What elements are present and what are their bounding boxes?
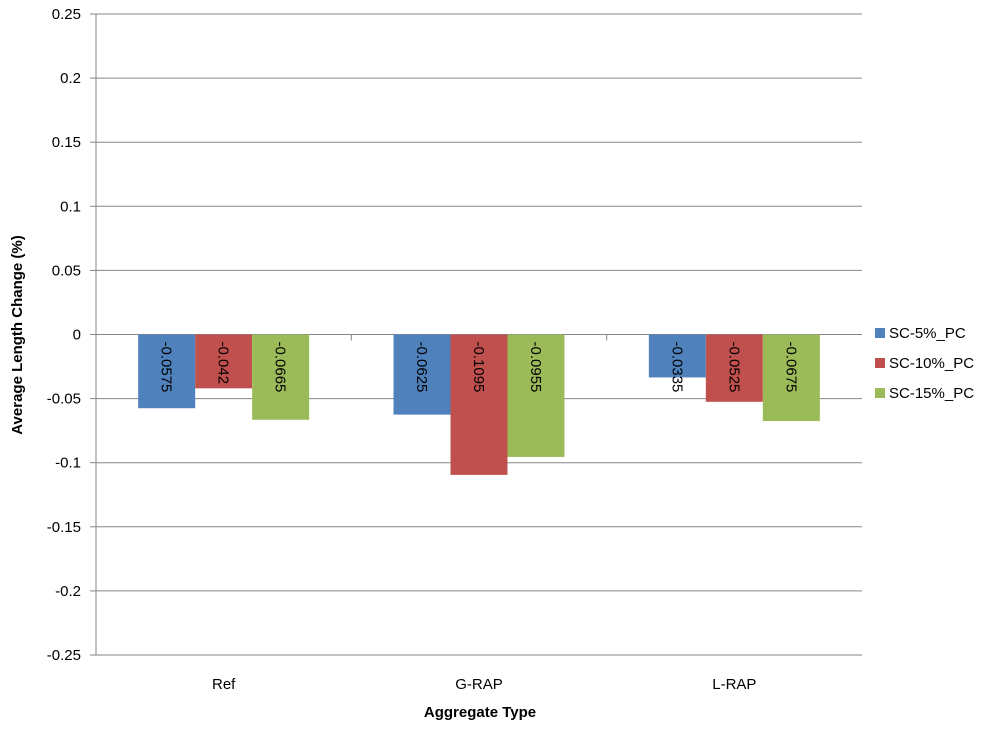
x-tick-label: L-RAP (712, 676, 756, 693)
bar (705, 334, 763, 402)
legend: SC-5%_PC SC-10%_PC SC-15%_PC (875, 325, 974, 402)
bar (252, 334, 310, 420)
data-label: -0.0575 (158, 342, 175, 393)
x-tick-label: Ref (212, 676, 236, 693)
legend-swatch (875, 358, 885, 368)
y-tick-label: -0.1 (55, 455, 81, 472)
data-label: -0.042 (215, 342, 232, 385)
bar (138, 334, 196, 409)
data-label: -0.0625 (413, 342, 430, 393)
y-tick-label: 0.2 (60, 70, 81, 87)
y-axis-title: Average Length Change (%) (9, 235, 26, 434)
bar (195, 334, 253, 389)
y-tick-labels: 0.25 0.2 0.15 0.1 0.05 0 -0.05 -0.1 -0.15 -0.2 -0.… (47, 6, 81, 664)
y-tick-label: -0.2 (55, 583, 81, 600)
y-tick-label: 0.15 (52, 134, 81, 151)
data-label: -0.0665 (272, 342, 289, 393)
y-tick-label: -0.15 (47, 519, 81, 536)
y-tick-label: 0.25 (52, 6, 81, 23)
data-label: -0.0525 (725, 342, 742, 393)
axes (90, 13, 608, 656)
bar (648, 334, 706, 378)
legend-swatch (875, 328, 885, 338)
data-label: -0.1095 (470, 342, 487, 393)
y-tick-label: 0.05 (52, 262, 81, 279)
x-axis-title: Aggregate Type (424, 704, 536, 721)
data-label: -0.0335 (668, 342, 685, 393)
x-tick-labels: Ref G-RAP L-RAP (212, 676, 756, 693)
y-tick-label: -0.25 (47, 647, 81, 664)
bar (762, 334, 820, 422)
x-tick-label: G-RAP (455, 676, 503, 693)
legend-swatch (875, 388, 885, 398)
legend-label: SC-10%_PC (889, 355, 974, 372)
legend-label: SC-15%_PC (889, 385, 974, 402)
y-tick-label: -0.05 (47, 391, 81, 408)
bar (450, 334, 508, 475)
bar (393, 334, 451, 415)
data-labels: -0.0575 -0.042 -0.0665 -0.0625 -0.1095 -0.095… (158, 342, 800, 393)
bar (507, 334, 565, 457)
y-tick-label: 0.1 (60, 198, 81, 215)
bars (138, 334, 820, 475)
data-label: -0.0955 (527, 342, 544, 393)
y-tick-label: 0 (73, 327, 81, 344)
legend-label: SC-5%_PC (889, 325, 966, 342)
data-label: -0.0675 (782, 342, 799, 393)
